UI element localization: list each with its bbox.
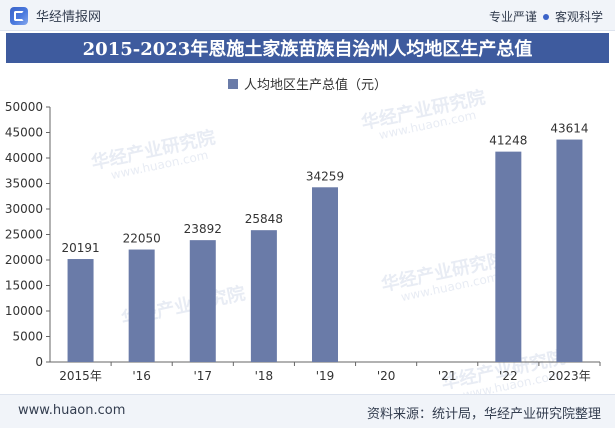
y-tick-label: 50000 (5, 100, 43, 114)
data-label: 41248 (489, 134, 527, 148)
y-tick-label: 15000 (5, 279, 43, 293)
top-bar: 华经情报网 专业严谨 客观科学 (0, 0, 615, 31)
y-tick-label: 5000 (12, 330, 43, 344)
tagline-left: 专业严谨 (488, 10, 537, 24)
bar[interactable] (128, 249, 155, 362)
x-tick-label: '16 (132, 369, 151, 383)
tagline-right: 客观科学 (554, 10, 603, 24)
legend-swatch (227, 78, 238, 89)
x-tick-label: 2015年 (59, 369, 102, 383)
chart-legend: 人均地区生产总值（元） (0, 74, 615, 93)
bar[interactable] (189, 240, 216, 362)
tagline: 专业严谨 客观科学 (489, 8, 603, 25)
x-tick-label: '19 (316, 369, 335, 383)
x-tick-label: '18 (255, 369, 274, 383)
y-tick-label: 10000 (5, 304, 43, 318)
separator-dot-icon (542, 13, 549, 20)
bar[interactable] (556, 139, 583, 362)
chart-title: 2015-2023年恩施土家族苗族自治州人均地区生产总值 (82, 39, 533, 60)
x-tick-label: '20 (377, 369, 396, 383)
y-tick-label: 0 (35, 355, 43, 369)
title-bar: 2015-2023年恩施土家族苗族自治州人均地区生产总值 (6, 33, 609, 63)
y-tick-label: 40000 (5, 151, 43, 165)
bar[interactable] (495, 151, 522, 362)
data-label: 43614 (550, 122, 588, 136)
brand-logo-icon (10, 6, 28, 25)
data-label: 20191 (61, 241, 99, 255)
bar[interactable] (67, 259, 94, 362)
y-tick-label: 45000 (5, 126, 43, 140)
data-label: 23892 (184, 222, 222, 236)
data-label: 22050 (123, 232, 161, 246)
x-tick-label: '17 (193, 369, 212, 383)
x-tick-label: '22 (499, 369, 518, 383)
y-tick-label: 25000 (5, 228, 43, 242)
legend-label: 人均地区生产总值（元） (243, 78, 387, 93)
y-tick-label: 30000 (5, 202, 43, 216)
footer-url[interactable]: www.huaon.com (18, 403, 126, 418)
brand[interactable]: 华经情报网 (10, 6, 101, 25)
data-label: 25848 (245, 212, 283, 226)
bar[interactable] (250, 230, 277, 362)
x-tick-label: 2023年 (548, 369, 591, 383)
footer-source: 资料来源：统计局，华经产业研究院整理 (366, 407, 601, 422)
brand-name: 华经情报网 (36, 10, 102, 25)
footer: www.huaon.com 资料来源：统计局，华经产业研究院整理 (0, 394, 615, 428)
data-label: 34259 (306, 169, 344, 183)
x-tick-label: '21 (438, 369, 457, 383)
y-tick-label: 20000 (5, 253, 43, 267)
bar[interactable] (312, 187, 338, 362)
y-tick-label: 35000 (5, 177, 43, 191)
